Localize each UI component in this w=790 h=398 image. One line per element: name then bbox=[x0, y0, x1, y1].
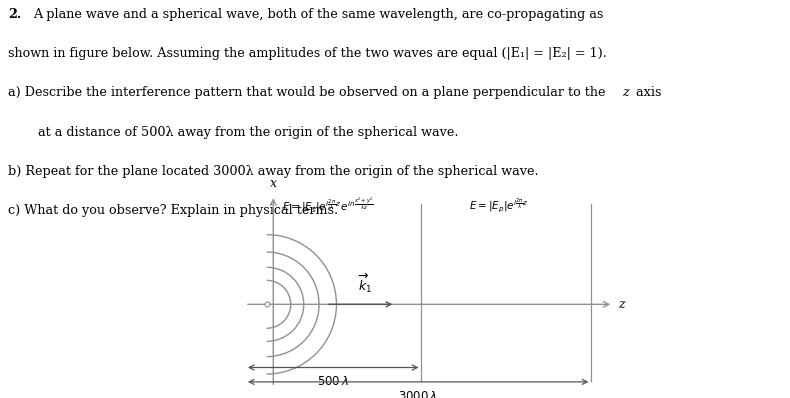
Text: $E = |E_s|e^{i\frac{2\pi}{\lambda}z}\,e^{in\frac{x^2+y^2}{\lambda z}}$: $E = |E_s|e^{i\frac{2\pi}{\lambda}z}\,e^… bbox=[282, 195, 374, 215]
Text: $500\,\lambda$: $500\,\lambda$ bbox=[317, 375, 349, 388]
Text: shown in figure below. Assuming the amplitudes of the two waves are equal (|E₁| : shown in figure below. Assuming the ampl… bbox=[8, 47, 607, 60]
Text: A plane wave and a spherical wave, both of the same wavelength, are co-propagati: A plane wave and a spherical wave, both … bbox=[33, 8, 604, 21]
Text: a) Describe the interference pattern that would be observed on a plane perpendic: a) Describe the interference pattern tha… bbox=[8, 86, 609, 100]
Text: 2.: 2. bbox=[8, 8, 21, 21]
Text: c) What do you observe? Explain in physical terms.: c) What do you observe? Explain in physi… bbox=[8, 203, 338, 217]
Text: $\overrightarrow{k}_1$: $\overrightarrow{k}_1$ bbox=[358, 271, 372, 295]
Text: axis: axis bbox=[632, 86, 661, 100]
Text: z: z bbox=[619, 298, 625, 311]
Text: x: x bbox=[270, 177, 276, 190]
Text: $E = |E_p|e^{i\frac{2\pi}{\lambda}z}$: $E = |E_p|e^{i\frac{2\pi}{\lambda}z}$ bbox=[469, 197, 529, 215]
Text: z: z bbox=[622, 86, 629, 100]
Text: b) Repeat for the plane located 3000λ away from the origin of the spherical wave: b) Repeat for the plane located 3000λ aw… bbox=[8, 164, 539, 178]
Text: at a distance of 500λ away from the origin of the spherical wave.: at a distance of 500λ away from the orig… bbox=[38, 125, 458, 139]
Text: $3000\,\lambda$: $3000\,\lambda$ bbox=[398, 390, 438, 398]
